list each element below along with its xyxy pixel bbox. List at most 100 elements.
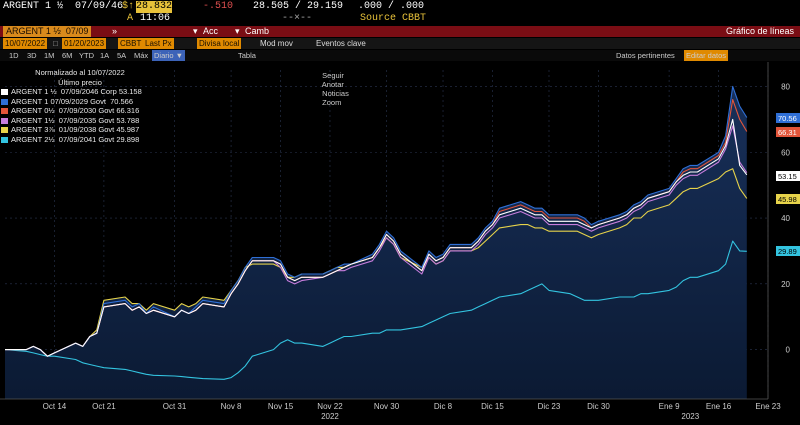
last-price: 28.832 [136,1,173,13]
price-field-select[interactable]: Last Px [143,38,174,49]
legend-swatch [1,108,8,114]
last-value-tag [776,171,800,181]
flag-label: A [127,13,134,24]
legend-title: Normalizado al 10/07/2022 [35,68,125,77]
legend-label: ARGENT 2½ 07/09/2041 Govt 29.898 [11,134,140,144]
period-6m[interactable]: 6M [62,51,73,60]
legend-item[interactable]: ARGENT 2½ 07/09/2041 Govt 29.898 [0,135,160,145]
period-1m[interactable]: 1M [44,51,55,60]
last-value-label: 45.98 [778,195,797,204]
legend-label: ARGENT 1 07/09/2029 Govt 70.566 [11,96,134,106]
change-menu[interactable]: Camb [245,26,270,36]
legend-label: ARGENT 3⅞ 01/09/2038 Govt 45.987 [11,125,140,134]
actions-menu[interactable]: Acc [203,26,219,36]
y-tick-label: 80 [781,82,790,91]
year-label: 2023 [681,412,699,421]
quote-time: 11:06 [140,13,171,24]
x-tick-label: Oct 31 [163,402,187,411]
chart-toolbar: Seguir Anotar Noticias Zoom [318,62,359,107]
x-tick-label: Dic 8 [434,402,453,411]
last-value-label: 53.15 [778,172,797,181]
last-value-label: 70.56 [778,114,797,123]
range-bar: 1D 3D 1M 6M YTD 1A 5A Máx Diario ▼ Tabla… [0,50,800,61]
legend-item[interactable]: ARGENT 3⅞ 01/09/2038 Govt 45.987 [0,125,160,135]
x-tick-label: Nov 30 [374,402,400,411]
ask-marker: --×-- [282,13,313,24]
frequency-select[interactable]: Diario ▼ [152,50,186,61]
x-tick-label: Nov 8 [221,402,242,411]
legend-item[interactable]: ARGENT 1 07/09/2029 Govt 70.566 [0,97,160,107]
x-tick-label: Ene 23 [755,402,781,411]
price-prefix: $↑ [122,1,135,12]
area-fill [5,86,747,400]
x-tick-label: Ene 16 [706,402,732,411]
price-change: -.510 [203,1,234,12]
y-tick-label: 0 [786,346,791,355]
x-axis: Oct 14 Oct 21 Oct 31 Nov 8 Nov 15 Nov 22 Nov 3… [0,398,781,421]
actions-arrow: ▾ [193,26,198,36]
menu-bar: ARGENT 1 ½ 07/09 » ▾ Acc ▾ Camb Gráfico … [0,26,800,37]
period-ytd[interactable]: YTD [79,51,94,60]
change-arrow: ▾ [235,26,240,36]
edit-data-button[interactable]: Editar datos [684,50,729,61]
series-line [5,118,748,357]
line-chart: 0 20 40 60 80 Oct 14 Oct 21 Oct 31 Nov 8 Nov 15 N… [0,62,800,425]
series-line [5,168,748,357]
y-tick-label: 20 [781,280,790,289]
zoom-tool[interactable]: Zoom [322,98,342,107]
pertinent-data-button[interactable]: Datos pertinentes [616,51,675,60]
annotate-tool[interactable]: Anotar [321,80,344,89]
legend-swatch [1,136,8,143]
last-value-label: 29.89 [778,247,797,256]
legend-item[interactable]: ARGENT 1 ½ 07/09/2046 Corp 53.158 [0,87,160,97]
security-field[interactable]: ARGENT 1 ½ 07/09 [3,26,92,37]
y-tick-label: 40 [781,214,790,223]
x-tick-label: Dic 30 [587,402,610,411]
legend-swatch [1,89,8,95]
x-tick-label: Oct 21 [92,402,116,411]
currency-select[interactable]: Divisa local [197,38,242,49]
last-value-tag [776,113,800,123]
x-tick-label: Oct 14 [43,402,67,411]
security-arrow[interactable]: » [112,26,118,36]
source-label: Source CBBT [360,13,427,24]
period-3d[interactable]: 3D [27,51,37,60]
x-tick-label: Nov 15 [268,402,294,411]
chart-title: Gráfico de líneas [725,26,794,36]
legend-swatch [1,127,8,133]
year-label: 2022 [321,412,339,421]
period-5a[interactable]: 5A [117,51,127,60]
start-date-input[interactable]: 10/07/2022 [3,38,48,49]
news-tool[interactable]: Noticias [322,89,349,98]
source-select[interactable]: CBBT [118,38,144,49]
follow-tool[interactable]: Seguir [322,71,344,80]
period-1a[interactable]: 1A [100,51,110,60]
y-axis: 0 20 40 60 80 [767,62,791,399]
end-date-input[interactable]: 01/20/2023 [62,38,107,49]
last-value-tag [776,194,800,204]
bid-ask: 28.505 / 29.159 [253,1,344,12]
legend-item[interactable]: ARGENT 1½ 07/09/2035 Govt 53.788 [0,116,160,126]
ticker-label: ARGENT 1 ½ 07/09/46 [3,1,124,12]
table-toggle[interactable]: Tabla [238,51,256,60]
legend: Normalizado al 10/07/2022 Último precio … [0,68,160,144]
last-value-tags: 70.56 66.31 53.15 45.98 29.89 [776,113,800,256]
y-tick-label: 60 [781,148,790,157]
last-value-tag [776,246,800,256]
last-value-label: 66.31 [778,128,797,137]
mod-mov-toggle[interactable]: Mod mov [260,39,293,48]
bid-ask-yield: .000 / .000 [358,1,425,12]
legend-subtitle: Último precio [58,77,102,87]
x-tick-label: Dic 15 [481,402,504,411]
legend-swatch [1,117,8,124]
x-tick-label: Dic 23 [538,402,561,411]
series-line [5,85,748,357]
series-line [4,240,747,380]
key-events-toggle[interactable]: Eventos clave [316,39,366,48]
period-max[interactable]: Máx [134,51,149,60]
legend-swatch [1,98,8,105]
legend-item[interactable]: ARGENT 0½ 07/09/2030 Govt 66.316 [0,106,160,116]
quote-header: ARGENT 1 ½ 07/09/46 $↑ 28.832 -.510 28.5… [0,0,800,26]
period-1d[interactable]: 1D [9,51,19,60]
last-value-tag [776,127,800,137]
